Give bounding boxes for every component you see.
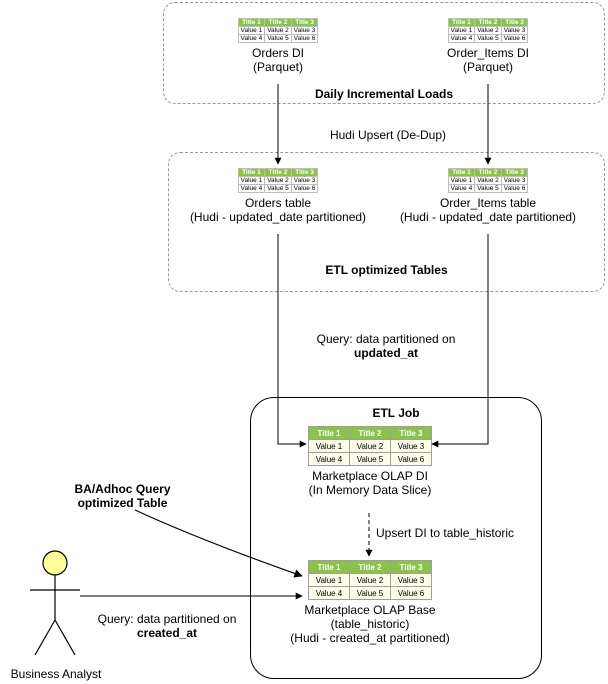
orders-di-block: Title 1Title 2Title 3 Value 1Value 2Valu… [220, 18, 336, 74]
order-items-di-label: Order_Items DI [430, 46, 546, 60]
query-updated-label: Query: data partitioned on updated_at [296, 332, 476, 361]
order-items-di-block: Title 1Title 2Title 3 Value 1Value 2Valu… [430, 18, 546, 74]
marketplace-olap-base-sublabel: (table_historic) [290, 617, 450, 631]
marketplace-olap-base-subsub: (Hudi - created_at partitioned) [290, 631, 450, 645]
marketplace-olap-di-block: Title 1Title 2Title 3 Value 1Value 2Valu… [300, 426, 440, 497]
orders-table-label: Orders table [178, 196, 378, 210]
order-items-table-sublabel: (Hudi - updated_date partitioned) [388, 210, 588, 224]
order-items-di-sublabel: (Parquet) [430, 60, 546, 74]
business-analyst-label: Business Analyst [0, 667, 112, 681]
order-items-table-block: Title 1Title 2Title 3 Value 1Value 2Valu… [388, 168, 588, 224]
query-created-line1: Query: data partitioned on [98, 612, 237, 626]
group-etl-optimized-title: ETL optimized Tables [169, 263, 604, 277]
upsert-di-label: Upsert DI to table_historic [376, 526, 516, 540]
query-updated-bold: updated_at [354, 346, 418, 360]
ba-adhoc-line1: BA/Adhoc Query [74, 482, 170, 496]
query-updated-line1: Query: data partitioned on [317, 332, 456, 346]
orders-table-block: Title 1Title 2Title 3 Value 1Value 2Valu… [178, 168, 378, 224]
table-icon: Title 1Title 2Title 3 Value 1Value 2Valu… [308, 560, 432, 600]
table-icon: Title 1Title 2Title 3 Value 1Value 2Valu… [308, 426, 432, 466]
orders-di-sublabel: (Parquet) [220, 60, 336, 74]
business-analyst-icon [30, 551, 80, 655]
orders-table-sublabel: (Hudi - updated_date partitioned) [178, 210, 378, 224]
marketplace-olap-di-label: Marketplace OLAP DI [300, 469, 440, 483]
etl-job-title: ETL Job [251, 406, 541, 420]
group-daily-incremental-title: Daily Incremental Loads [164, 87, 604, 101]
orders-di-label: Orders DI [220, 46, 336, 60]
hudi-upsert-label: Hudi Upsert (De-Dup) [300, 128, 476, 142]
table-icon: Title 1Title 2Title 3 Value 1Value 2Valu… [238, 18, 319, 43]
marketplace-olap-base-label: Marketplace OLAP Base [290, 603, 450, 617]
table-icon: Title 1Title 2Title 3 Value 1Value 2Valu… [448, 18, 529, 43]
order-items-table-label: Order_Items table [388, 196, 588, 210]
ba-adhoc-line2: optimized Table [78, 496, 168, 510]
table-icon: Title 1Title 2Title 3 Value 1Value 2Valu… [448, 168, 529, 193]
marketplace-olap-di-sublabel: (In Memory Data Slice) [300, 483, 440, 497]
table-icon: Title 1Title 2Title 3 Value 1Value 2Valu… [238, 168, 319, 193]
query-created-bold: created_at [137, 626, 197, 640]
query-created-label: Query: data partitioned on created_at [82, 612, 252, 641]
marketplace-olap-base-block: Title 1Title 2Title 3 Value 1Value 2Valu… [290, 560, 450, 645]
ba-adhoc-label: BA/Adhoc Query optimized Table [60, 482, 185, 511]
